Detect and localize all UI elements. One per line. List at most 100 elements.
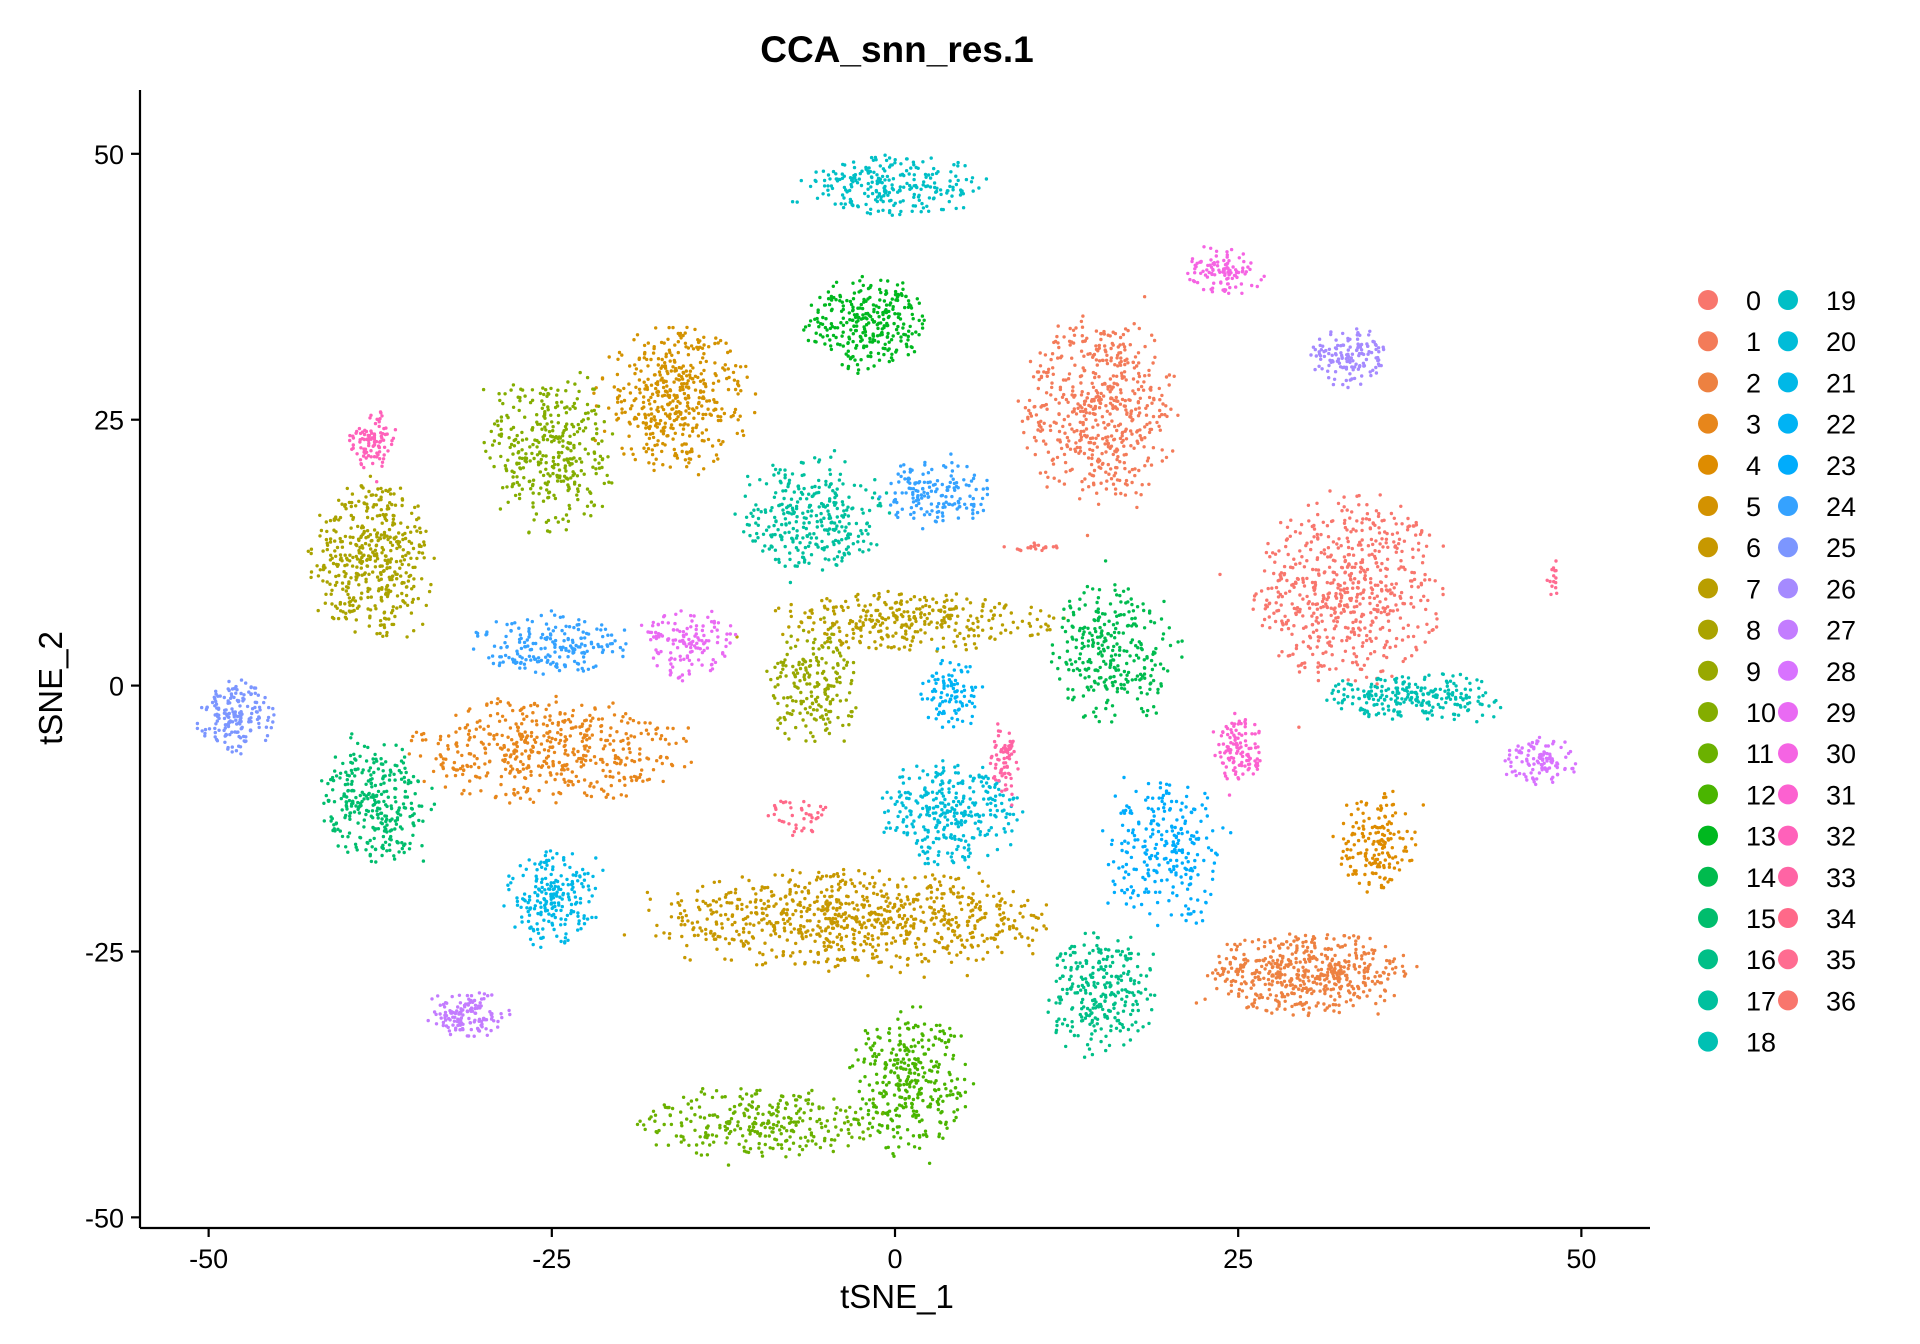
- point: [872, 593, 876, 598]
- point: [785, 908, 790, 912]
- point: [1270, 1011, 1274, 1015]
- point: [1123, 348, 1127, 352]
- point: [1369, 652, 1373, 656]
- point: [1139, 384, 1144, 389]
- point: [349, 576, 353, 580]
- point: [1301, 944, 1305, 948]
- point: [382, 514, 387, 519]
- point: [1403, 812, 1408, 816]
- point: [1286, 552, 1290, 557]
- point: [1084, 411, 1089, 415]
- point: [932, 900, 936, 904]
- point: [843, 958, 847, 963]
- point: [388, 565, 392, 570]
- point: [328, 582, 332, 586]
- point: [751, 936, 756, 940]
- point: [1329, 581, 1333, 585]
- point: [1064, 378, 1068, 382]
- point: [1315, 628, 1319, 632]
- point: [1316, 661, 1321, 665]
- point: [1238, 967, 1242, 971]
- point: [1363, 872, 1367, 877]
- point: [1387, 612, 1391, 616]
- point: [1078, 497, 1082, 501]
- point: [1290, 952, 1295, 956]
- point: [1136, 387, 1141, 392]
- point: [318, 513, 322, 517]
- point: [876, 936, 880, 940]
- point: [937, 940, 941, 945]
- point: [483, 747, 488, 751]
- point: [1380, 537, 1384, 541]
- point: [1323, 628, 1328, 632]
- point: [678, 423, 683, 427]
- point: [1326, 947, 1330, 952]
- point: [1338, 945, 1342, 949]
- point: [1359, 851, 1363, 855]
- point: [360, 591, 364, 595]
- point: [1342, 505, 1346, 509]
- point: [327, 570, 332, 574]
- point: [1274, 585, 1279, 590]
- point: [1315, 957, 1319, 962]
- point: [617, 778, 622, 783]
- point: [482, 727, 486, 731]
- point: [897, 647, 901, 651]
- point: [338, 515, 343, 520]
- point: [466, 732, 471, 736]
- point: [1109, 444, 1114, 448]
- point: [335, 606, 339, 610]
- point: [839, 925, 844, 929]
- point: [1054, 397, 1058, 402]
- point: [1009, 611, 1013, 615]
- point: [682, 736, 686, 741]
- point: [1058, 438, 1062, 442]
- point: [347, 596, 352, 600]
- series-8: [306, 474, 436, 639]
- point: [554, 694, 558, 699]
- point: [943, 610, 947, 614]
- point: [659, 734, 664, 738]
- point: [690, 449, 694, 454]
- point: [556, 520, 560, 524]
- point: [422, 779, 426, 784]
- point: [1052, 476, 1056, 480]
- point: [645, 385, 649, 389]
- point: [1379, 842, 1383, 846]
- point: [1413, 830, 1417, 834]
- point: [995, 923, 999, 927]
- point: [400, 562, 404, 567]
- point: [827, 731, 832, 736]
- point: [898, 970, 902, 975]
- point: [1303, 970, 1307, 975]
- point: [587, 736, 592, 740]
- point: [781, 632, 785, 637]
- point: [1355, 592, 1360, 597]
- point: [1147, 368, 1151, 373]
- point: [943, 620, 947, 625]
- point: [854, 622, 858, 626]
- point: [808, 663, 813, 668]
- point: [980, 879, 985, 883]
- point: [1260, 964, 1264, 969]
- point: [922, 920, 926, 924]
- point: [798, 871, 802, 875]
- point: [658, 737, 663, 741]
- point: [348, 600, 352, 604]
- point: [556, 421, 560, 425]
- point: [1364, 675, 1369, 679]
- point: [957, 923, 961, 928]
- point: [711, 899, 716, 903]
- point: [902, 645, 907, 649]
- point: [1315, 607, 1320, 611]
- point: [478, 719, 482, 723]
- series-7: [735, 589, 1066, 653]
- point: [379, 533, 384, 537]
- point: [1320, 664, 1324, 668]
- point: [1293, 580, 1298, 584]
- point: [1082, 402, 1087, 406]
- point: [1423, 578, 1427, 582]
- point: [486, 771, 490, 775]
- point: [438, 737, 443, 742]
- point: [777, 934, 782, 939]
